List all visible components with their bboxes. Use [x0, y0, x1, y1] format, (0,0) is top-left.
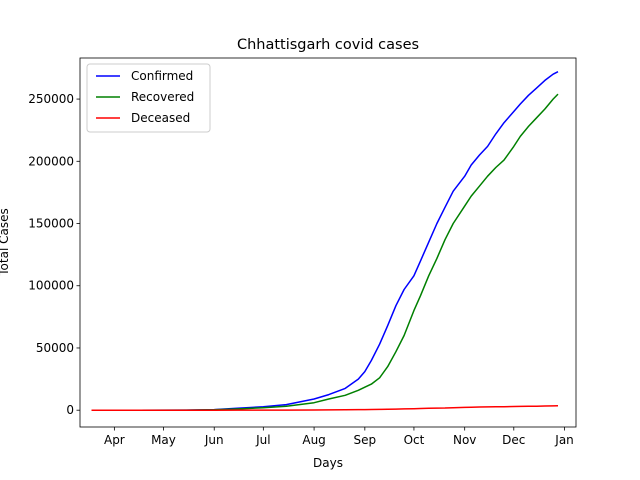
x-tick-label: Sep — [354, 433, 377, 447]
x-tick-label: Apr — [104, 433, 125, 447]
legend-box — [86, 63, 211, 133]
x-axis-label: Days — [313, 456, 343, 470]
y-axis-label: Total Cases — [0, 208, 11, 276]
y-tick-label: 0 — [66, 403, 74, 417]
legend-label-recovered: Recovered — [131, 90, 194, 104]
y-tick-label: 150000 — [28, 217, 74, 231]
chart-title: Chhattisgarh covid cases — [237, 37, 419, 53]
x-tick-label: Dec — [502, 433, 525, 447]
x-tick-label: Jul — [255, 433, 270, 447]
y-tick-label: 250000 — [28, 92, 74, 106]
x-axis: Apr May Jun Jul Aug Sep Oct Nov Dec Jan — [104, 427, 574, 447]
x-tick-label: Oct — [404, 433, 425, 447]
legend-label-deceased: Deceased — [131, 111, 190, 125]
y-tick-label: 100000 — [28, 279, 74, 293]
y-tick-label: 200000 — [28, 154, 74, 168]
series-line-recovered — [91, 93, 559, 411]
series-line-deceased — [91, 405, 559, 411]
y-tick-label: 50000 — [36, 341, 74, 355]
y-axis: 0 50000 100000 150000 200000 250000 — [28, 92, 80, 417]
x-tick-label: Jun — [204, 433, 224, 447]
plot-lines — [91, 71, 559, 411]
axes-frame — [79, 57, 577, 428]
x-tick-label: Aug — [302, 433, 325, 447]
x-tick-label: Jan — [554, 433, 574, 447]
x-tick-label: May — [151, 433, 176, 447]
legend: Confirmed Recovered Deceased — [86, 63, 211, 133]
legend-label-confirmed: Confirmed — [131, 69, 193, 83]
x-tick-label: Nov — [453, 433, 476, 447]
series-line-confirmed — [91, 71, 559, 411]
